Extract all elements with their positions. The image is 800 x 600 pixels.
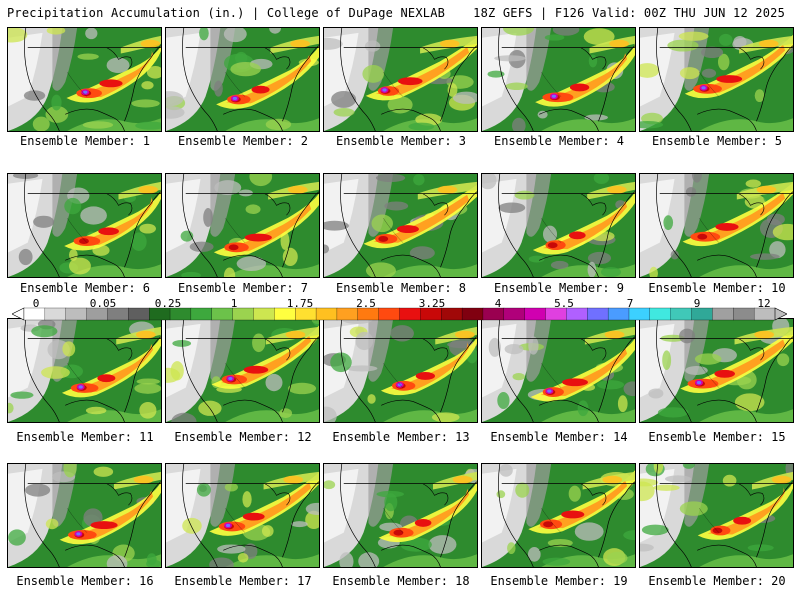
colorbar-tick-label: 12 xyxy=(757,297,771,310)
ensemble-member-label: Ensemble Member: 11 xyxy=(16,430,154,444)
colorbar-tick-label: 5.5 xyxy=(554,297,574,310)
colorbar-swatch xyxy=(190,307,213,321)
ensemble-member-label: Ensemble Member: 9 xyxy=(493,281,625,295)
colorbar-swatch xyxy=(524,307,546,321)
colorbar-tick-label: 4 xyxy=(494,297,502,310)
colorbar-swatch xyxy=(65,307,88,321)
ensemble-map-2 xyxy=(165,27,320,132)
ensemble-member-label: Ensemble Member: 16 xyxy=(16,574,154,588)
ensemble-member-label: Ensemble Member: 13 xyxy=(332,430,470,444)
colorbar-swatch xyxy=(399,307,421,321)
ensemble-map-13 xyxy=(323,318,478,423)
ensemble-member-label: Ensemble Member: 12 xyxy=(174,430,312,444)
ensemble-member-label: Ensemble Member: 18 xyxy=(332,574,470,588)
colorbar-tick-label: 2.5 xyxy=(356,297,376,310)
colorbar-swatch xyxy=(712,307,734,321)
ensemble-member-label: Ensemble Member: 20 xyxy=(648,574,786,588)
colorbar-tick-label: 7 xyxy=(626,297,634,310)
ensemble-member-label: Ensemble Member: 5 xyxy=(651,134,783,148)
colorbar-swatch xyxy=(649,307,672,321)
colorbar-swatch xyxy=(253,307,275,321)
ensemble-member-label: Ensemble Member: 7 xyxy=(177,281,309,295)
ensemble-map-14 xyxy=(481,318,636,423)
ensemble-map-8 xyxy=(323,173,478,278)
ensemble-map-19 xyxy=(481,463,636,568)
ensemble-member-label: Ensemble Member: 10 xyxy=(648,281,786,295)
colorbar-left-arrow xyxy=(12,307,25,321)
ensemble-map-7 xyxy=(165,173,320,278)
colorbar-tick-label: 9 xyxy=(693,297,701,310)
colorbar-swatch xyxy=(378,307,400,321)
ensemble-member-label: Ensemble Member: 14 xyxy=(490,430,628,444)
colorbar-swatch xyxy=(461,307,484,321)
colorbar-swatch xyxy=(587,307,609,321)
ensemble-map-12 xyxy=(165,318,320,423)
ensemble-member-label: Ensemble Member: 1 xyxy=(19,134,151,148)
colorbar-swatch xyxy=(44,307,67,321)
colorbar-tick-label: 3.25 xyxy=(418,297,446,310)
ensemble-map-16 xyxy=(7,463,162,568)
colorbar-swatch xyxy=(503,307,526,321)
ensemble-map-10 xyxy=(639,173,794,278)
colorbar-tick-label: 1 xyxy=(230,297,238,310)
colorbar-swatch xyxy=(315,307,338,321)
ensemble-member-label: Ensemble Member: 6 xyxy=(19,281,151,295)
colorbar-tick-label: 0.05 xyxy=(89,297,117,310)
header-run-info: 18Z GEFS | F126 Valid: 00Z THU JUN 12 20… xyxy=(473,6,785,20)
ensemble-member-label: Ensemble Member: 15 xyxy=(648,430,786,444)
colorbar-right-arrow xyxy=(774,307,787,321)
ensemble-map-9 xyxy=(481,173,636,278)
ensemble-map-5 xyxy=(639,27,794,132)
colorbar-swatch xyxy=(670,307,693,321)
ensemble-member-label: Ensemble Member: 8 xyxy=(335,281,467,295)
ensemble-map-1 xyxy=(7,27,162,132)
ensemble-map-17 xyxy=(165,463,320,568)
ensemble-map-20 xyxy=(639,463,794,568)
ensemble-map-4 xyxy=(481,27,636,132)
colorbar-tick-label: 1.75 xyxy=(286,297,314,310)
colorbar-tick-label: 0.25 xyxy=(154,297,182,310)
ensemble-map-6 xyxy=(7,173,162,278)
ensemble-map-18 xyxy=(323,463,478,568)
ensemble-member-label: Ensemble Member: 19 xyxy=(490,574,628,588)
ensemble-member-label: Ensemble Member: 4 xyxy=(493,134,625,148)
header-title: Precipitation Accumulation (in.) | Colle… xyxy=(7,6,446,20)
colorbar-swatch xyxy=(128,307,150,321)
ensemble-map-3 xyxy=(323,27,478,132)
ensemble-member-label: Ensemble Member: 3 xyxy=(335,134,467,148)
colorbar-swatch xyxy=(336,307,359,321)
colorbar-swatch xyxy=(733,307,755,321)
ensemble-member-label: Ensemble Member: 17 xyxy=(174,574,312,588)
ensemble-member-label: Ensemble Member: 2 xyxy=(177,134,309,148)
ensemble-map-11 xyxy=(7,318,162,423)
colorbar-tick-label: 0 xyxy=(32,297,40,310)
colorbar xyxy=(12,307,787,321)
ensemble-map-15 xyxy=(639,318,794,423)
